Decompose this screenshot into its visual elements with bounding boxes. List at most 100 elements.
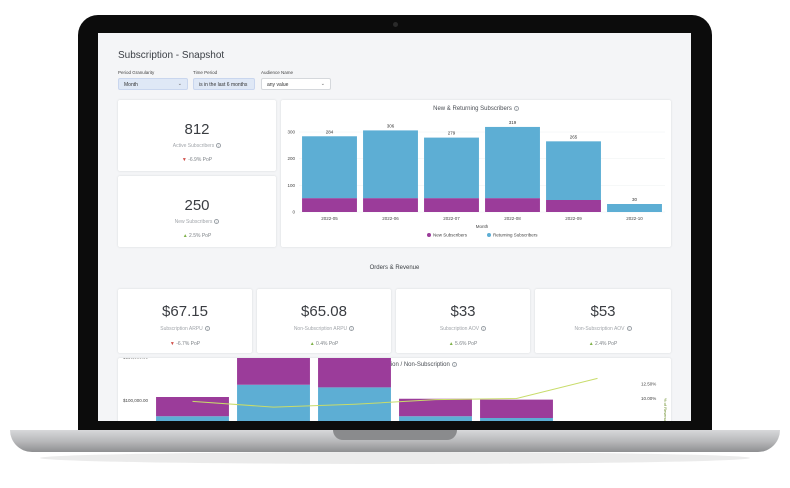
y2-tick-label: 12.50%: [641, 382, 656, 387]
info-icon[interactable]: i: [349, 326, 355, 332]
bar-segment: [424, 137, 479, 199]
bar-segment: [237, 358, 310, 385]
kpi-label: Active Subscribers i: [118, 143, 276, 149]
bar-segment: [485, 126, 540, 199]
info-icon[interactable]: i: [481, 326, 487, 332]
percent-line: [192, 377, 598, 408]
kpi-card-non-subscription-aov: $53 Non-Subscription AOV i ▲ 2.4% PoP: [535, 289, 671, 353]
y-tick-label: 100: [287, 183, 295, 188]
info-icon[interactable]: i: [216, 143, 222, 149]
dashboard-screen: Subscription - Snapshot Period Granulari…: [98, 33, 691, 421]
bar-total-label: 30: [632, 197, 638, 202]
laptop-camera: [393, 22, 398, 27]
kpi-pop: ▲ 5.6% PoP: [448, 341, 478, 347]
info-icon[interactable]: i: [451, 362, 457, 367]
x-tick-label: 2022-07: [443, 216, 460, 221]
x-tick-label: 2022-06: [382, 216, 399, 221]
x-axis-label: Month: [476, 224, 489, 229]
kpi-value: $67.15: [162, 303, 208, 320]
y2-tick-label: 10.00%: [641, 396, 656, 401]
chart-title: New & Returning Subscribers i: [281, 106, 671, 112]
arrow-down-icon: ▼: [169, 341, 175, 347]
kpi-pop: ▼ -6.9% PoP: [181, 157, 213, 163]
bar-total-label: 319: [509, 120, 517, 125]
kpi-pop: ▲ 2.4% PoP: [588, 341, 618, 347]
y-tick-label: 200: [287, 156, 295, 161]
legend-swatch: [487, 233, 491, 237]
kpi-card-non-subscription-arpu: $65.08 Non-Subscription ARPU i ▲ 0.4% PoP: [257, 289, 391, 353]
page-title: Subscription - Snapshot: [118, 50, 225, 61]
chart-title: Revenue by Subscription / Non-Subscripti…: [118, 362, 671, 368]
time-period-filter[interactable]: is in the last 6 months: [193, 78, 255, 90]
x-tick-label: 2022-08: [504, 216, 521, 221]
granularity-value: Month: [124, 82, 138, 88]
bar-segment: [399, 398, 472, 417]
kpi-label: New Subscribers i: [118, 219, 276, 225]
kpi-card-subscription-aov: $33 Subscription AOV i ▲ 5.6% PoP: [396, 289, 530, 353]
bar-total-label: 279: [448, 131, 456, 136]
laptop-notch: [333, 430, 457, 440]
kpi-label: Subscription ARPU i: [118, 326, 252, 332]
legend-label: New Subscribers: [433, 233, 468, 238]
bar-segment: [156, 416, 229, 421]
filter-label-period: Time Period: [193, 70, 218, 75]
revenue-chart-card: Revenue by Subscription / Non-Subscripti…: [118, 358, 671, 421]
bar-segment: [546, 200, 601, 212]
legend-label: Returning Subscribers: [493, 233, 538, 238]
chevron-down-icon: ⌄: [320, 81, 325, 87]
section-title-orders-revenue: Orders & Revenue: [369, 265, 420, 271]
bar-segment: [237, 384, 310, 421]
kpi-card-active-subscribers: 812 Active Subscribers i ▼ -6.9% PoP: [118, 100, 276, 171]
legend-swatch: [427, 233, 431, 237]
bar-segment: [302, 136, 357, 199]
bar-segment: [363, 130, 418, 199]
bar-segment: [363, 198, 418, 212]
bar-segment: [546, 141, 601, 200]
subscribers-bar-chart: 0 100 200 300 284 2022-05 306 2022-06 279 2022-07…: [287, 120, 665, 238]
info-icon[interactable]: i: [626, 326, 632, 332]
kpi-value: $33: [450, 303, 476, 320]
arrow-up-icon: ▲: [182, 233, 188, 239]
kpi-pop: ▲ 0.4% PoP: [309, 341, 339, 347]
audience-select[interactable]: any value ⌄: [261, 78, 331, 90]
x-tick-label: 2022-05: [321, 216, 338, 221]
granularity-select[interactable]: Month ⌄: [118, 78, 188, 90]
kpi-label: Subscription AOV i: [396, 326, 530, 332]
y-tick-label: $100,000.00: [123, 398, 149, 403]
time-period-value: is in the last 6 months: [199, 82, 248, 88]
bar-segment: [480, 418, 553, 421]
arrow-down-icon: ▼: [181, 157, 187, 163]
kpi-pop: ▼ -6.7% PoP: [169, 341, 201, 347]
bar-segment: [302, 198, 357, 212]
filter-label-audience: Audience Name: [261, 70, 294, 75]
kpi-value: $53: [590, 303, 616, 320]
bar-segment: [607, 204, 662, 212]
bar-segment: [424, 198, 479, 212]
y-tick-label: 0: [292, 210, 295, 215]
info-icon[interactable]: i: [513, 106, 519, 111]
bar-total-label: 265: [570, 134, 578, 139]
bar-segment: [318, 358, 391, 388]
arrow-up-icon: ▲: [448, 341, 454, 347]
info-icon[interactable]: i: [214, 219, 220, 225]
kpi-value: 250: [184, 197, 210, 214]
kpi-label: Non-Subscription AOV i: [535, 326, 671, 332]
revenue-bar-chart: $100,000.00$150,000.005.00%10.00%12.50%%…: [123, 358, 668, 421]
kpi-value: $65.08: [301, 303, 347, 320]
arrow-up-icon: ▲: [309, 341, 315, 347]
x-tick-label: 2022-09: [565, 216, 582, 221]
laptop-shadow: [40, 452, 750, 464]
kpi-card-subscription-arpu: $67.15 Subscription ARPU i ▼ -6.7% PoP: [118, 289, 252, 353]
y2-axis-label: % of Revenue from Subscription: [663, 398, 668, 421]
kpi-card-new-subscribers: 250 New Subscribers i ▲ 2.5% PoP: [118, 176, 276, 247]
kpi-value: 812: [184, 121, 210, 138]
info-icon[interactable]: i: [204, 326, 210, 332]
arrow-up-icon: ▲: [588, 341, 594, 347]
kpi-pop: ▲ 2.5% PoP: [182, 233, 212, 239]
bar-total-label: 306: [387, 123, 395, 128]
bar-segment: [156, 397, 229, 417]
laptop-base: [10, 430, 780, 452]
y-tick-label: $150,000.00: [123, 358, 149, 359]
filter-label-granularity: Period Granularity: [118, 70, 155, 75]
subscribers-chart-card: New & Returning Subscribers i 0 100 200 300 2…: [281, 100, 671, 247]
